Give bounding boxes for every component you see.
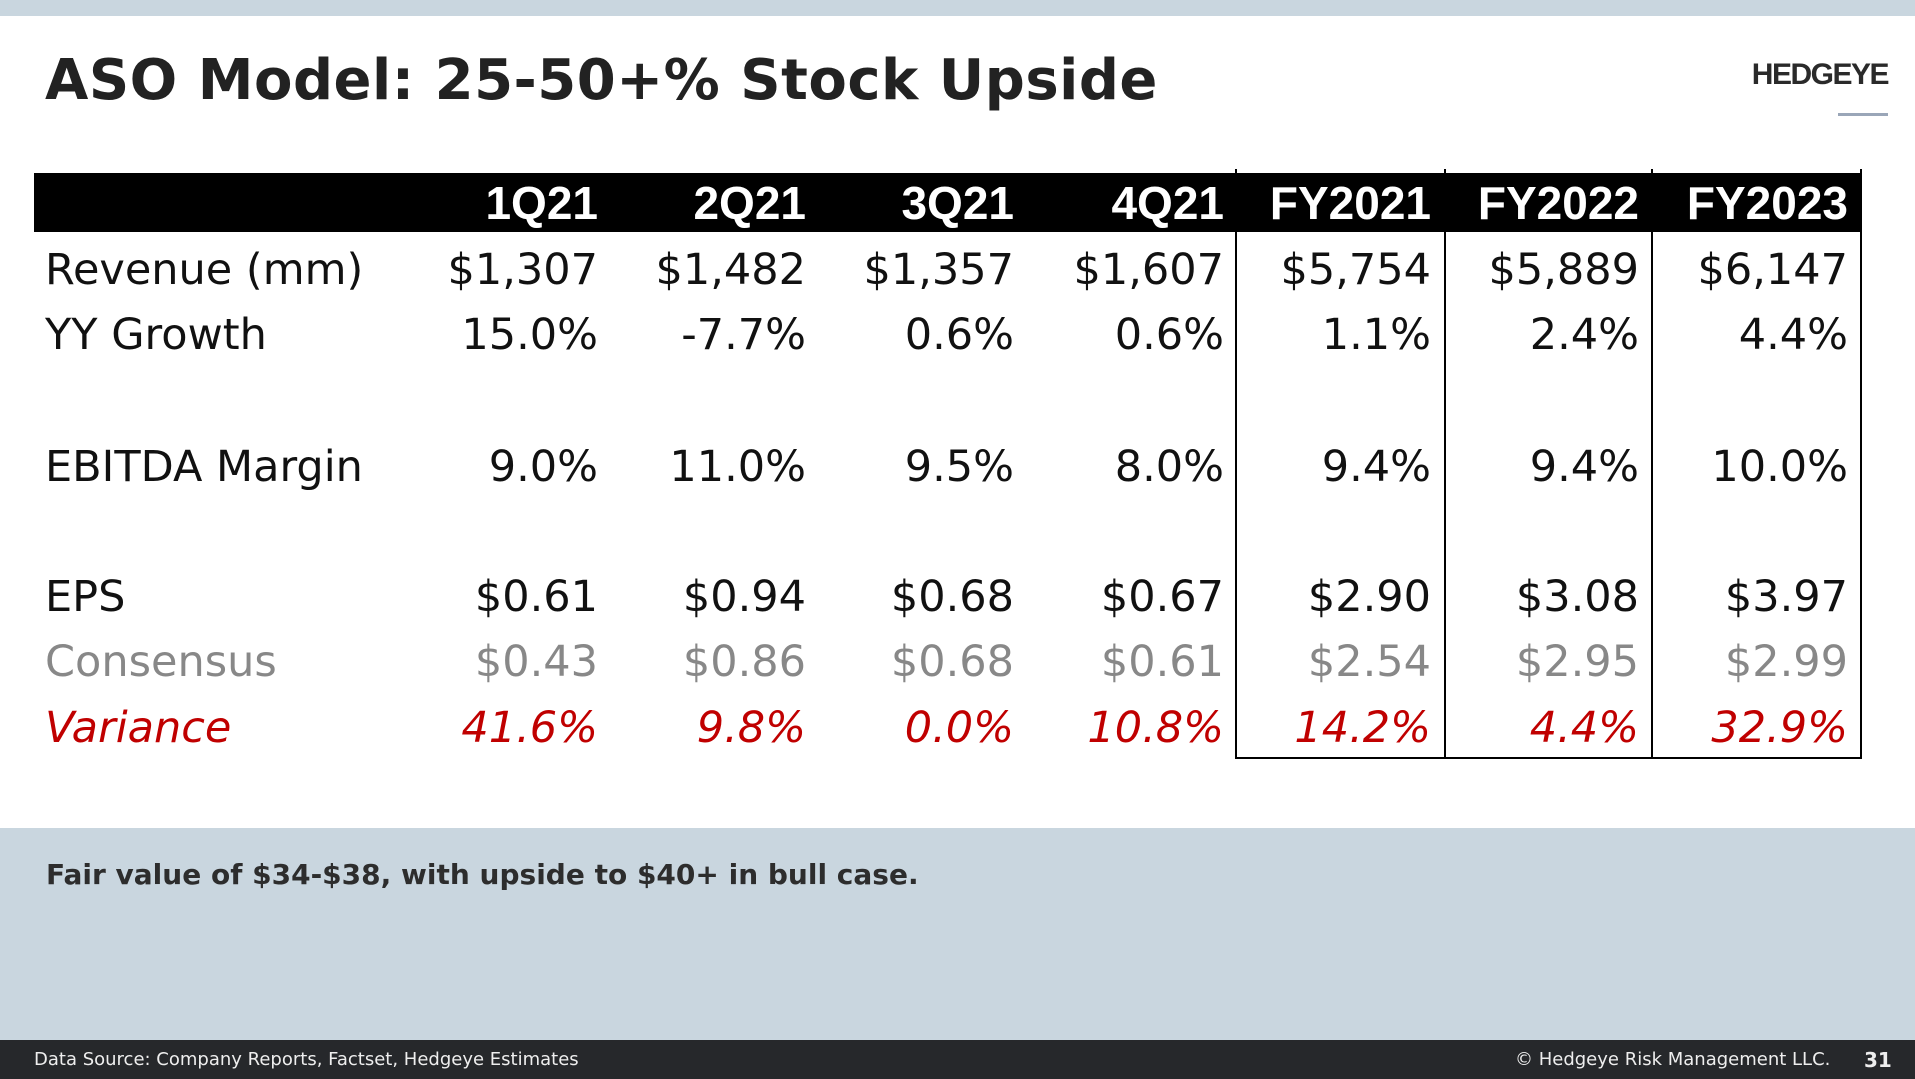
table-cell: $0.86: [682, 637, 806, 687]
table-cell: -7.7%: [681, 310, 806, 360]
table-cell: $1,607: [1073, 245, 1224, 295]
data-source: Data Source: Company Reports, Factset, H…: [34, 1049, 579, 1070]
logo-underline: [1838, 113, 1888, 116]
table-cell: $6,147: [1697, 245, 1848, 295]
table-cell: $5,889: [1488, 245, 1639, 295]
column-tick: [1235, 169, 1237, 175]
table-cell: $0.61: [474, 572, 598, 622]
table-cell: $1,357: [863, 245, 1014, 295]
table-cell: $2.54: [1307, 637, 1431, 687]
column-tick: [1444, 169, 1446, 175]
column-header: 1Q21: [485, 177, 598, 229]
table-cell: 0.0%: [904, 703, 1014, 753]
table-cell: 2.4%: [1529, 310, 1639, 360]
hedgeye-logo: HEDGEYE: [1751, 58, 1890, 91]
table-cell: $0.68: [890, 572, 1014, 622]
table-cell: 4.4%: [1738, 310, 1848, 360]
table-cell: $2.95: [1515, 637, 1639, 687]
table-header-bar: [34, 173, 1860, 232]
table-cell: 8.0%: [1114, 442, 1224, 492]
column-header: 4Q21: [1111, 177, 1224, 229]
table-cell: 9.4%: [1529, 442, 1639, 492]
fair-value-note: Fair value of $34-$38, with upside to $4…: [46, 858, 919, 891]
table-cell: $1,307: [447, 245, 598, 295]
table-cell: 1.1%: [1321, 310, 1431, 360]
forecast-column-border: [1651, 173, 1862, 759]
table-cell: $5,754: [1280, 245, 1431, 295]
row-label: Consensus: [45, 637, 277, 687]
column-header: FY2021: [1269, 177, 1431, 229]
table-cell: $0.94: [682, 572, 806, 622]
table-cell: 9.8%: [696, 703, 806, 753]
column-header: 2Q21: [693, 177, 806, 229]
table-cell: 10.0%: [1711, 442, 1848, 492]
table-cell: 11.0%: [669, 442, 806, 492]
table-cell: 9.0%: [488, 442, 598, 492]
table-cell: 10.8%: [1087, 703, 1224, 753]
table-cell: $0.61: [1100, 637, 1224, 687]
column-tick: [1651, 169, 1653, 175]
table-cell: 9.4%: [1321, 442, 1431, 492]
table-cell: $1,482: [655, 245, 806, 295]
table-cell: $2.99: [1724, 637, 1848, 687]
column-tick: [1860, 169, 1862, 175]
column-header: 3Q21: [901, 177, 1014, 229]
top-band: [0, 0, 1915, 16]
row-label: EBITDA Margin: [45, 442, 363, 492]
row-label: Revenue (mm): [45, 245, 364, 295]
table-cell: 0.6%: [904, 310, 1014, 360]
column-header: FY2023: [1686, 177, 1848, 229]
copyright: © Hedgeye Risk Management LLC.: [1515, 1049, 1831, 1070]
table-cell: $3.97: [1724, 572, 1848, 622]
table-cell: $0.68: [890, 637, 1014, 687]
footer: Data Source: Company Reports, Factset, H…: [0, 1040, 1915, 1079]
table-cell: $0.43: [474, 637, 598, 687]
row-label: YY Growth: [45, 310, 267, 360]
notes-band: [0, 828, 1915, 1040]
table-cell: 0.6%: [1114, 310, 1224, 360]
table-cell: 32.9%: [1711, 703, 1848, 753]
table-cell: 4.4%: [1529, 703, 1639, 753]
row-label: EPS: [45, 572, 126, 622]
table-cell: $2.90: [1307, 572, 1431, 622]
table-cell: 9.5%: [904, 442, 1014, 492]
row-label: Variance: [45, 703, 232, 753]
table-cell: 41.6%: [461, 703, 598, 753]
table-cell: $3.08: [1515, 572, 1639, 622]
table-cell: 14.2%: [1294, 703, 1431, 753]
column-header: FY2022: [1477, 177, 1639, 229]
table-cell: 15.0%: [461, 310, 598, 360]
table-cell: $0.67: [1100, 572, 1224, 622]
page-number: 31: [1864, 1048, 1892, 1072]
page-title: ASO Model: 25-50+% Stock Upside: [45, 48, 1158, 113]
